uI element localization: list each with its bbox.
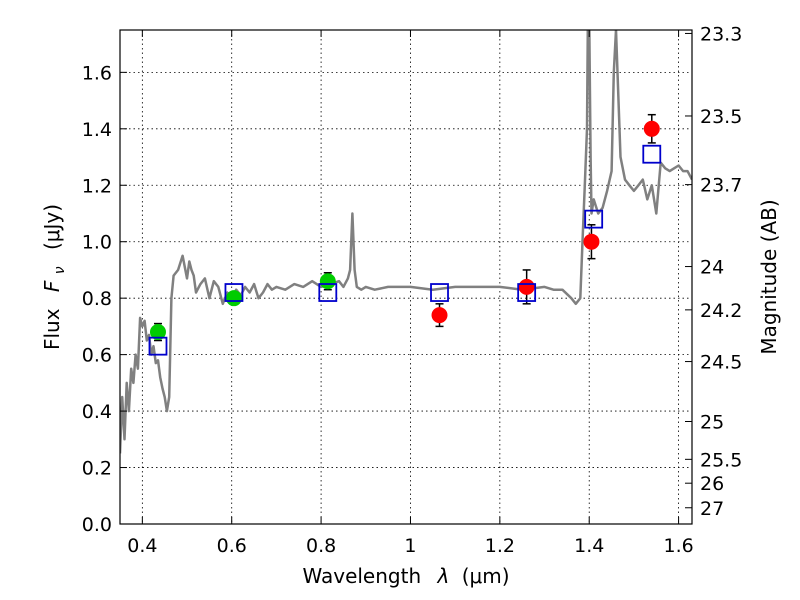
x-tick-label: 0.6: [217, 535, 247, 557]
space-point: [583, 233, 600, 250]
y-tick-label: 1.4: [82, 119, 112, 141]
model-photometry-square: [642, 144, 662, 164]
y2-tick-label: 23.7: [700, 175, 742, 197]
ground-point: [319, 273, 336, 290]
model-photometry-square: [517, 283, 537, 302]
space-point: [431, 307, 448, 324]
model-photometry-square: [148, 336, 168, 356]
x-tick-label: 1.6: [663, 535, 693, 557]
x-tick-label: 0.8: [306, 535, 336, 557]
y2-tick-label: 23.3: [700, 23, 742, 45]
y-tick-label: 1.6: [82, 62, 112, 84]
y2-tick-label: 23.5: [700, 106, 742, 128]
y-tick-label: 0.2: [82, 458, 112, 480]
grid: [120, 30, 692, 525]
y2-axis-label: Magnitude (AB): [757, 199, 781, 354]
axis-ticks: 0.4 0.6 0.8 1 1.2 1.4 1.6 0.0 0.2 0.4 0.6 0.8 1.0 1.2…: [82, 23, 743, 557]
y2-tick-label: 25.5: [700, 449, 742, 471]
x-axis-label-unit: (μm): [462, 564, 510, 588]
model-photometry-square: [224, 283, 244, 302]
model-photometry-square: [318, 283, 338, 302]
y-tick-label: 1.2: [82, 175, 112, 197]
space-point: [518, 278, 535, 295]
photometry-points: [148, 113, 662, 356]
y-axis-label-unit: (μJy): [40, 204, 64, 250]
y-tick-label: 1.0: [82, 232, 112, 254]
model-photometry-square: [430, 283, 449, 302]
y-axis-label-symbol: F: [40, 280, 64, 292]
x-axis-label: Wavelength λ (μm): [302, 564, 509, 588]
x-axis-label-symbol: λ: [437, 564, 450, 588]
space-point: [643, 120, 660, 137]
model-spectrum-line: [120, 30, 692, 454]
y2-tick-label: 24.5: [700, 352, 742, 374]
y2-tick-label: 24.2: [700, 300, 742, 322]
y2-tick-label: 24: [700, 257, 724, 279]
model-spectrum: [120, 30, 692, 454]
y2-tick-label: 26: [700, 473, 724, 495]
y-axis-label-text: Flux: [40, 308, 64, 350]
x-tick-label: 1.2: [485, 535, 515, 557]
y-tick-label: 0.8: [82, 288, 112, 310]
ground-point: [149, 324, 166, 341]
y2-tick-label: 25: [700, 412, 724, 434]
y-tick-label: 0.6: [82, 345, 112, 367]
plot-frame: [119, 29, 693, 525]
y-tick-label: 0.4: [82, 401, 112, 423]
y-axis-label-subscript: ν: [52, 266, 68, 274]
ground-point: [225, 290, 242, 307]
x-axis-label-text: Wavelength: [302, 564, 421, 588]
y2-tick-label: 27: [700, 498, 724, 520]
x-tick-label: 1.4: [574, 535, 604, 557]
y-tick-label: 0.0: [82, 514, 112, 536]
x-tick-label: 0.4: [127, 535, 157, 557]
x-tick-label: 1: [404, 535, 416, 557]
model-photometry-square: [584, 209, 604, 229]
y-axis-label: Flux F ν (μJy): [40, 204, 69, 350]
